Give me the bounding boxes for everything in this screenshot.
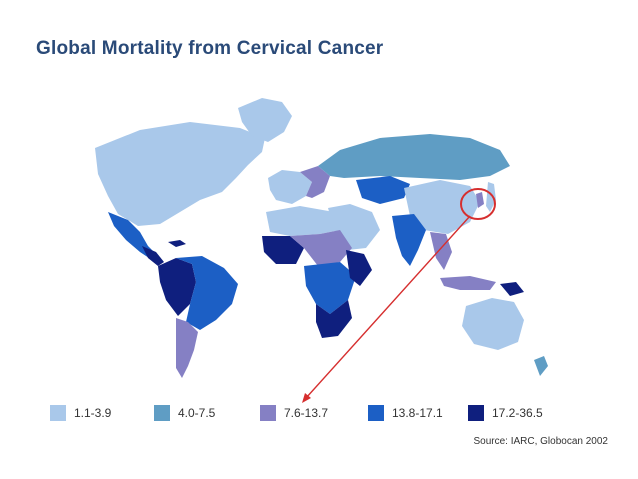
highlight-circle [460, 188, 496, 220]
region-central-africa [290, 230, 352, 266]
region-india [392, 214, 426, 266]
legend-label: 17.2-36.5 [492, 406, 543, 420]
highlight-arrow-line [305, 215, 471, 399]
region-southern-africa-mid [304, 262, 356, 314]
legend-item-5: 17.2-36.5 [468, 402, 543, 424]
region-korea [476, 192, 484, 208]
legend-label: 1.1-3.9 [74, 406, 112, 420]
legend-label: 13.8-17.1 [392, 406, 443, 420]
legend-label: 7.6-13.7 [284, 406, 329, 420]
legend-swatch [468, 405, 484, 421]
region-japan [486, 182, 496, 212]
region-greenland [238, 98, 292, 142]
region-east-africa [346, 250, 372, 286]
region-central-america-south [142, 246, 164, 266]
region-west-africa [262, 236, 304, 264]
legend-label: 4.0-7.5 [178, 406, 216, 420]
legend-item-3: 7.6-13.7 [260, 402, 328, 424]
region-china [404, 180, 480, 234]
region-australia [462, 298, 524, 350]
region-brazil [176, 256, 238, 330]
region-new-zealand [534, 356, 548, 376]
region-north-america [95, 122, 265, 226]
highlight-arrow-head [302, 393, 311, 403]
region-eastern-europe [300, 166, 330, 198]
legend-swatch [260, 405, 276, 421]
legend-swatch [154, 405, 170, 421]
legend-item-4: 13.8-17.1 [368, 402, 443, 424]
legend-item-1: 1.1-3.9 [50, 402, 111, 424]
region-russia [318, 134, 510, 180]
region-papua [500, 282, 524, 296]
legend-swatch [50, 405, 66, 421]
map-legend: 1.1-3.9 4.0-7.5 7.6-13.7 13.8-17.1 17.2-… [50, 402, 610, 424]
region-indonesia [440, 276, 496, 290]
region-caribbean [168, 240, 186, 247]
region-western-europe [268, 170, 312, 204]
region-south-america-northwest [158, 258, 196, 316]
source-note: Source: IARC, Globocan 2002 [473, 436, 608, 447]
region-southern-cone [176, 318, 198, 378]
legend-item-2: 4.0-7.5 [154, 402, 215, 424]
region-north-africa [266, 206, 340, 236]
region-central-asia [356, 176, 410, 204]
legend-swatch [368, 405, 384, 421]
region-southeast-asia [430, 232, 452, 270]
page-title: Global Mortality from Cervical Cancer [36, 38, 384, 59]
region-southern-africa [316, 300, 352, 338]
